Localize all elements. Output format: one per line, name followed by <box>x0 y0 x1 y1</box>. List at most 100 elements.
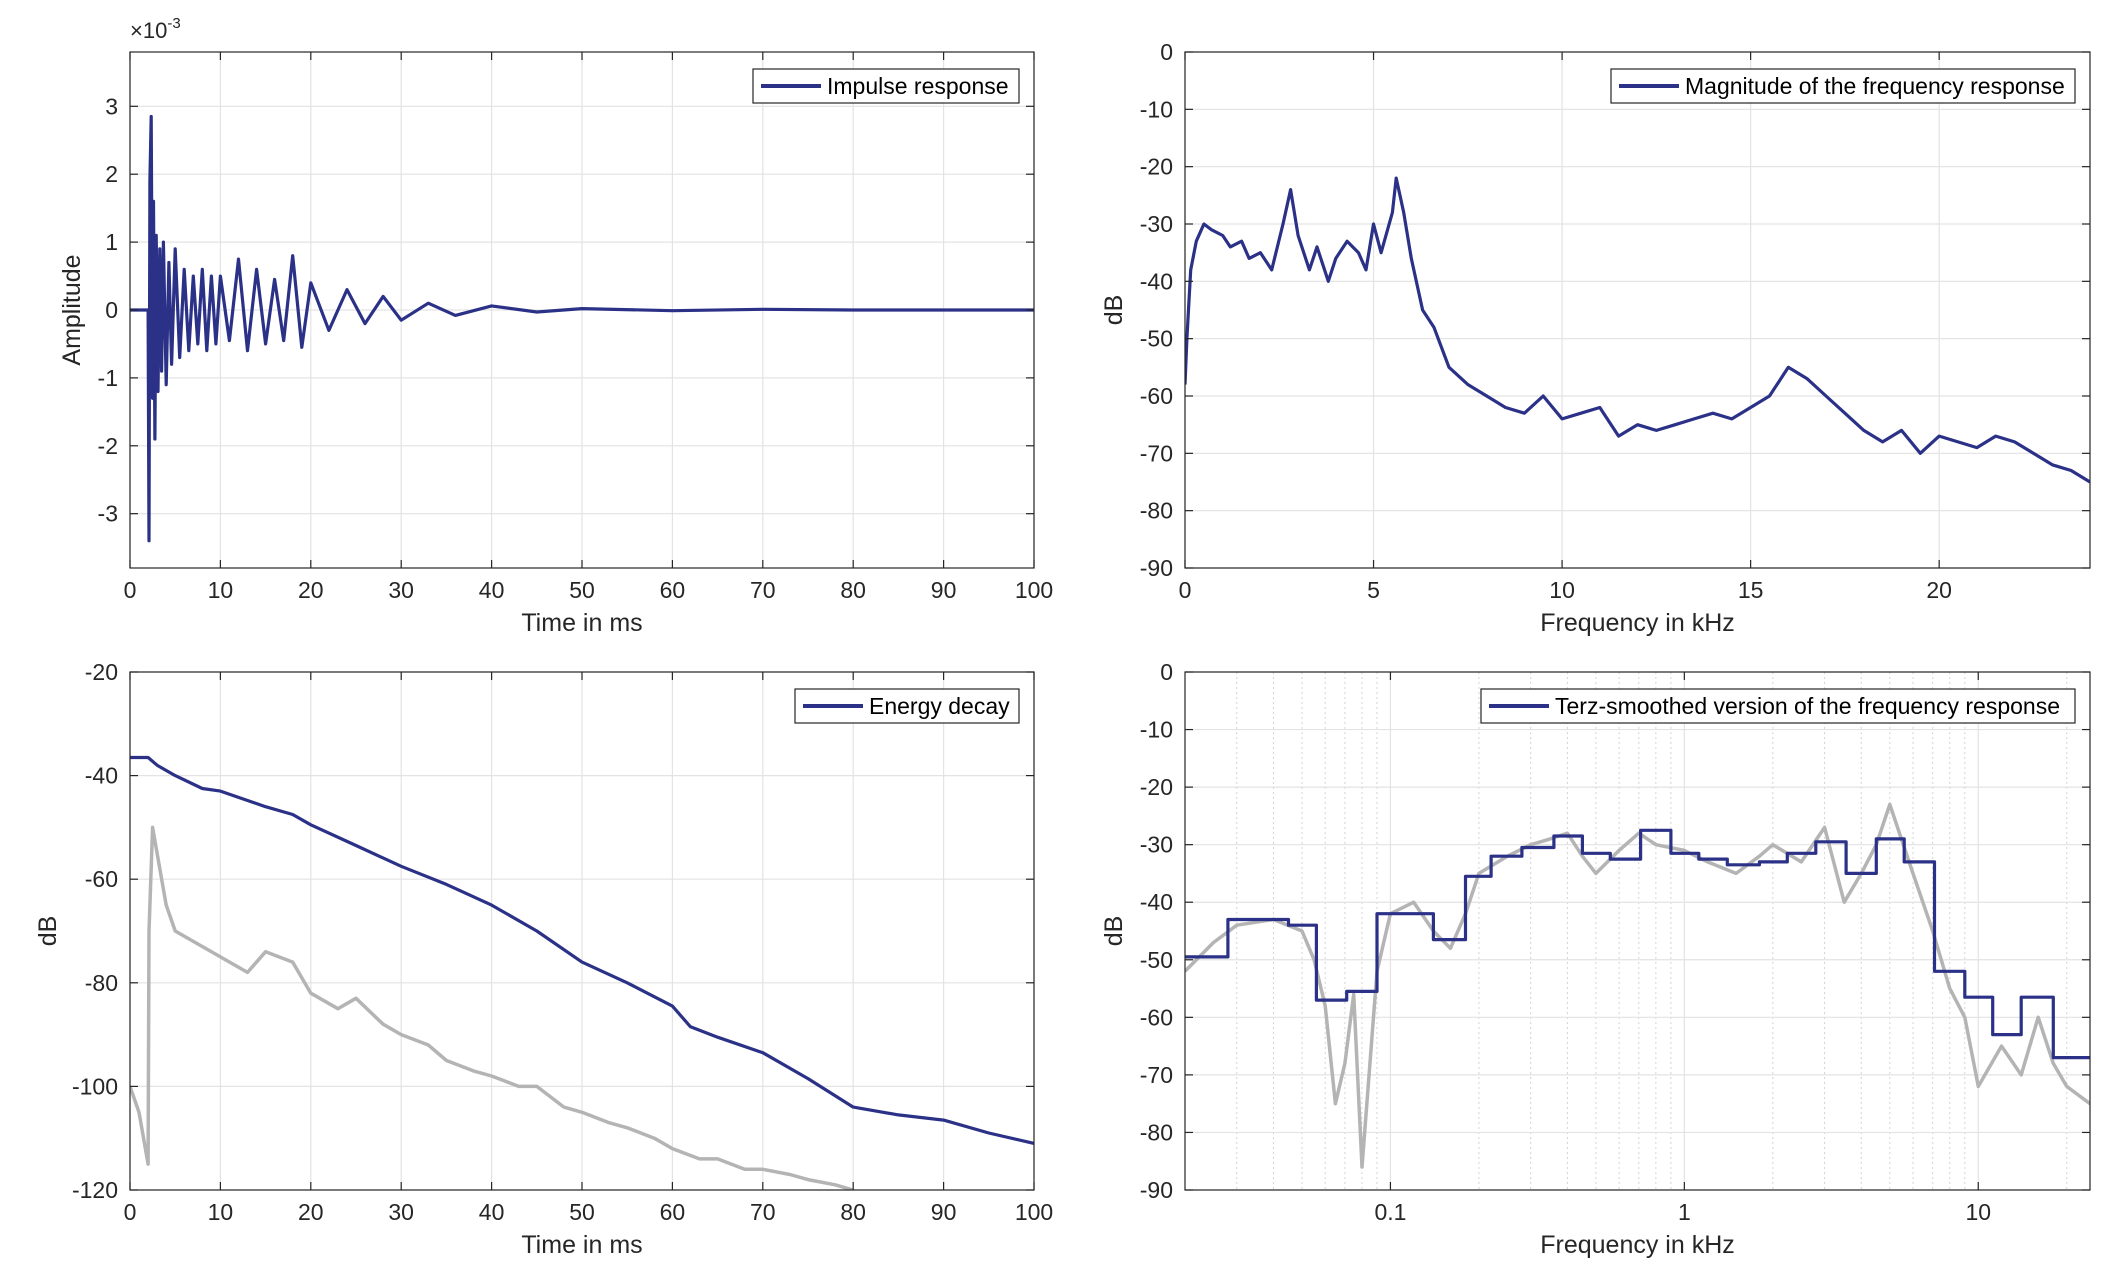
impulse-y-exponent-power: -3 <box>167 15 180 32</box>
energy-legend: Energy decay <box>794 688 1020 724</box>
energy-series-line <box>130 755 1034 1145</box>
energy-reference-line <box>130 825 854 1190</box>
x-tick-label: 10 <box>208 577 234 603</box>
y-tick-label: -90 <box>1140 555 1173 581</box>
energy-y-axis-label: dB <box>34 916 62 947</box>
impulse-tick-labels: 0 10 20 30 40 50 60 70 80 90 100 -3 -2 -1 0 1 2 3 <box>98 93 1054 603</box>
y-tick-label: 1 <box>105 229 118 255</box>
energy-decay-panel: 0 10 20 30 40 50 60 70 80 90 100 -20 -40 -60 -80 -100 -1… <box>34 659 1053 1259</box>
terz-legend-box <box>1480 688 2076 724</box>
impulse-legend-label: Impulse response <box>827 73 1009 99</box>
x-tick-label: 0 <box>1179 577 1192 603</box>
impulse-axes <box>129 51 1035 569</box>
x-tick-label: 30 <box>388 1199 414 1225</box>
energy-axes <box>129 671 1035 1191</box>
y-tick-label: -70 <box>1140 1062 1173 1088</box>
y-tick-label: 3 <box>105 93 118 119</box>
x-tick-label: 60 <box>660 1199 686 1225</box>
energy-x-axis-label: Time in ms <box>521 1231 642 1259</box>
x-tick-label: 10 <box>1965 1199 1991 1225</box>
magnitude-axes <box>1184 51 2091 569</box>
magnitude-legend-box <box>1610 68 2076 104</box>
y-tick-label: -90 <box>1140 1177 1173 1203</box>
x-tick-label: 50 <box>569 577 595 603</box>
y-tick-label: -70 <box>1140 440 1173 466</box>
x-tick-label: 50 <box>569 1199 595 1225</box>
y-tick-label: -10 <box>1140 717 1173 743</box>
magnitude-tick-labels: 0 5 10 15 20 0 -10 -20 -30 -40 -50 -60 -70 -80 -90 <box>1140 39 1952 603</box>
y-tick-label: -2 <box>98 433 118 459</box>
axes-box <box>129 671 1035 1191</box>
x-tick-label: 40 <box>479 1199 505 1225</box>
impulse-legend: Impulse response <box>752 68 1020 104</box>
x-tick-label: 20 <box>1926 577 1952 603</box>
y-tick-label: -80 <box>1140 498 1173 524</box>
y-tick-label: -80 <box>1140 1119 1173 1145</box>
terz-tick-labels: 0.1 1 10 0 -10 -20 -30 -40 -50 -60 -70 -80 -90 <box>1140 659 1991 1225</box>
y-tick-label: -20 <box>85 659 118 685</box>
terz-y-axis-label: dB <box>1100 916 1128 947</box>
axes-box <box>1184 51 2091 569</box>
magnitude-legend-label: Magnitude of the frequency response <box>1685 73 2065 99</box>
y-tick-label: 0 <box>1160 39 1173 65</box>
impulse-y-exponent-base: ×10 <box>130 18 167 43</box>
x-tick-label: 70 <box>750 1199 776 1225</box>
terz-x-axis-label: Frequency in kHz <box>1540 1231 1735 1259</box>
x-tick-label: 0 <box>124 577 137 603</box>
axes-box <box>129 51 1035 569</box>
axes-box <box>1184 671 2091 1191</box>
x-tick-label: 60 <box>660 577 686 603</box>
energy-tick-labels: 0 10 20 30 40 50 60 70 80 90 100 -20 -40 -60 -80 -100 -1… <box>72 659 1053 1225</box>
x-tick-label: 80 <box>840 577 866 603</box>
y-tick-label: -30 <box>1140 211 1173 237</box>
y-tick-label: -40 <box>1140 268 1173 294</box>
x-tick-label: 20 <box>298 577 324 603</box>
terz-grid <box>1185 671 2090 1191</box>
x-tick-label: 100 <box>1015 1199 1053 1225</box>
impulse-x-axis-label: Time in ms <box>521 609 642 637</box>
y-tick-label: -80 <box>85 970 118 996</box>
y-tick-label: -60 <box>1140 383 1173 409</box>
y-tick-label: -30 <box>1140 832 1173 858</box>
x-tick-label: 90 <box>931 1199 957 1225</box>
terz-series-line <box>1185 828 2090 1060</box>
x-tick-label: 5 <box>1367 577 1380 603</box>
y-tick-label: -50 <box>1140 326 1173 352</box>
terz-reference-line <box>1185 802 2090 1169</box>
y-tick-label: -20 <box>1140 154 1173 180</box>
y-tick-label: 0 <box>1160 659 1173 685</box>
x-tick-label: 80 <box>840 1199 866 1225</box>
impulse-series <box>130 114 1034 543</box>
energy-series <box>130 755 1034 1190</box>
y-tick-label: 2 <box>105 161 118 187</box>
x-tick-label: 0.1 <box>1374 1199 1406 1225</box>
x-tick-label: 10 <box>1549 577 1575 603</box>
energy-legend-label: Energy decay <box>869 693 1010 719</box>
x-tick-label: 0 <box>124 1199 137 1225</box>
impulse-y-exponent: ×10-3 <box>130 15 181 43</box>
impulse-y-axis-label: Amplitude <box>58 254 86 365</box>
magnitude-panel: 0 5 10 15 20 0 -10 -20 -30 -40 -50 -60 -70 -80 -90 Fre… <box>1100 39 2091 637</box>
x-tick-label: 1 <box>1678 1199 1691 1225</box>
terz-axes <box>1184 671 2091 1191</box>
y-tick-label: -40 <box>1140 889 1173 915</box>
x-tick-label: 15 <box>1738 577 1764 603</box>
y-tick-label: -10 <box>1140 96 1173 122</box>
impulse-series-line <box>130 114 1034 543</box>
impulse-response-panel: 0 10 20 30 40 50 60 70 80 90 100 -3 -2 -1 0 1 2 3 Time in… <box>58 15 1053 637</box>
x-tick-label: 40 <box>479 577 505 603</box>
y-tick-label: -60 <box>85 866 118 892</box>
x-tick-label: 20 <box>298 1199 324 1225</box>
x-tick-label: 90 <box>931 577 957 603</box>
magnitude-legend: Magnitude of the frequency response <box>1610 68 2076 104</box>
magnitude-x-axis-label: Frequency in kHz <box>1540 609 1735 637</box>
y-tick-label: -120 <box>72 1177 118 1203</box>
y-tick-label: -20 <box>1140 774 1173 800</box>
x-tick-label: 100 <box>1015 577 1053 603</box>
x-tick-label: 30 <box>388 577 414 603</box>
y-tick-label: -60 <box>1140 1004 1173 1030</box>
terz-legend: Terz-smoothed version of the frequency r… <box>1480 688 2076 724</box>
y-tick-label: -40 <box>85 763 118 789</box>
